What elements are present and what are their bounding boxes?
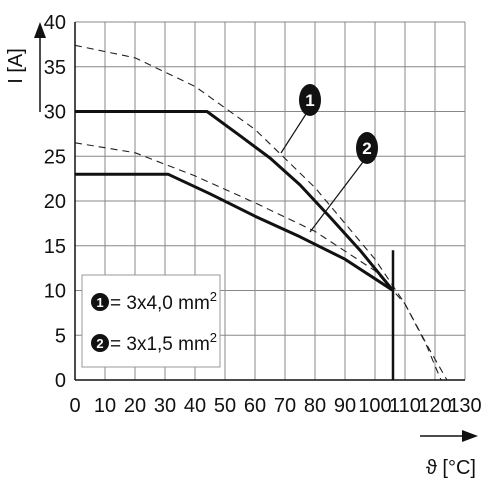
y-tick-labels: 0 5 10 15 20 25 30 35 40 bbox=[44, 12, 66, 392]
x-tick-label: 40 bbox=[184, 395, 206, 417]
dashed-curve-4 bbox=[74, 142, 442, 381]
y-tick-label: 30 bbox=[44, 102, 66, 124]
y-axis-arrowhead bbox=[34, 22, 46, 38]
legend-badge-label: 2 bbox=[96, 336, 103, 351]
x-tick-label: 0 bbox=[69, 395, 80, 417]
y-tick-label: 0 bbox=[55, 370, 66, 392]
x-axis-label: ϑ [°C] bbox=[426, 457, 476, 479]
y-tick-label: 25 bbox=[44, 146, 66, 168]
legend-badge-2 bbox=[91, 334, 109, 352]
callout-badge-1 bbox=[299, 84, 321, 116]
series-line-1 bbox=[75, 110, 395, 292]
x-tick-label: 130 bbox=[448, 395, 481, 417]
callout-badge-label: 2 bbox=[362, 139, 371, 158]
y-tick-label: 20 bbox=[44, 191, 66, 213]
axes bbox=[34, 22, 478, 442]
y-axis-label: I [A] bbox=[5, 48, 27, 84]
x-tick-label: 30 bbox=[154, 395, 176, 417]
grid bbox=[74, 21, 466, 381]
y-tick-label: 5 bbox=[55, 325, 66, 347]
legend: 1 = 3x4,0 mm2 2 = 3x1,5 mm2 bbox=[81, 274, 221, 368]
dashed-curves bbox=[74, 44, 448, 381]
callout-leader-1 bbox=[280, 113, 307, 154]
x-tick-label: 50 bbox=[214, 395, 236, 417]
x-tick-label: 10 bbox=[94, 395, 116, 417]
x-tick-label: 80 bbox=[304, 395, 326, 417]
x-tick-label: 60 bbox=[244, 395, 266, 417]
callout-leader-2 bbox=[309, 161, 364, 233]
callouts: 12 bbox=[280, 84, 378, 233]
x-tick-label: 120 bbox=[418, 395, 451, 417]
callout-badge-2 bbox=[356, 132, 378, 164]
legend-badge-label: 1 bbox=[96, 295, 103, 310]
series-lines bbox=[75, 110, 395, 292]
legend-box bbox=[81, 274, 221, 368]
x-tick-label: 90 bbox=[334, 395, 356, 417]
legend-entry-text: = 3x4,0 mm2 bbox=[110, 289, 217, 314]
x-tick-label: 110 bbox=[389, 395, 421, 417]
x-tick-label: 100 bbox=[358, 395, 391, 417]
y-tick-label: 35 bbox=[44, 57, 66, 79]
y-tick-label: 40 bbox=[44, 12, 66, 34]
legend-entry-text: = 3x1,5 mm2 bbox=[110, 330, 217, 355]
x-axis-arrowhead bbox=[462, 430, 478, 442]
y-tick-label: 15 bbox=[44, 236, 66, 258]
legend-badge-1 bbox=[91, 293, 109, 311]
y-tick-label: 10 bbox=[44, 281, 66, 303]
x-tick-label: 20 bbox=[124, 395, 146, 417]
callout-badge-label: 1 bbox=[305, 91, 314, 110]
x-tick-label: 70 bbox=[274, 395, 296, 417]
series-line-2 bbox=[75, 172, 394, 292]
